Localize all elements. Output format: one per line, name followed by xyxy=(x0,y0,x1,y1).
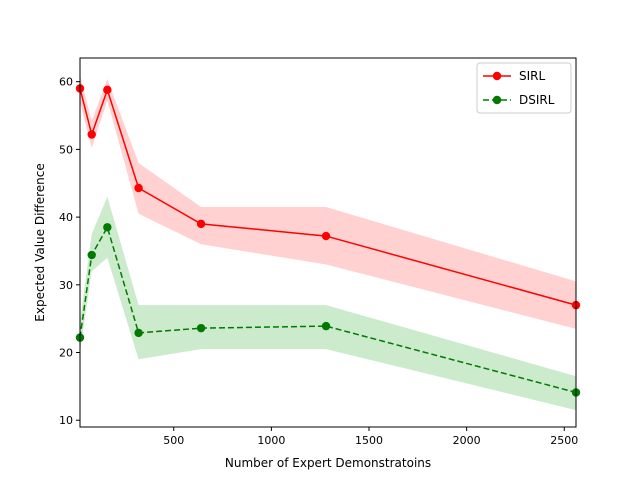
dsirl-point xyxy=(134,328,143,338)
y-tick-label: 20 xyxy=(59,347,73,360)
x-tick-label: 2000 xyxy=(453,434,481,447)
y-axis-label: Expected Value Difference xyxy=(33,163,47,321)
sirl-legend-marker xyxy=(492,71,502,81)
sirl-point xyxy=(196,219,206,229)
y-tick-label: 60 xyxy=(59,76,73,89)
y-tick-label: 30 xyxy=(59,279,73,292)
dsirl-point xyxy=(87,250,96,260)
legend: SIRL DSIRL xyxy=(476,62,572,114)
sirl-point xyxy=(134,183,143,193)
sirl-point xyxy=(87,130,96,139)
sirl-point xyxy=(103,85,112,95)
sirl-point xyxy=(321,231,331,241)
dsirl-point xyxy=(321,321,331,331)
dsirl-point xyxy=(103,223,112,232)
y-axis-ticks: 10 20 30 40 50 60 xyxy=(59,76,80,427)
y-tick-label: 50 xyxy=(59,143,73,156)
y-tick-label: 40 xyxy=(59,211,73,224)
plot-frame xyxy=(79,57,577,428)
x-tick-label: 500 xyxy=(163,434,184,447)
x-tick-label: 2500 xyxy=(550,434,578,447)
sirl-confidence-band xyxy=(80,74,576,329)
x-tick-label: 1000 xyxy=(257,434,285,447)
dsirl-legend-marker xyxy=(492,95,502,105)
dsirl-confidence-band xyxy=(80,196,576,411)
dsirl-legend-label: DSIRL xyxy=(519,93,555,107)
confidence-bands xyxy=(80,74,576,411)
x-axis-ticks: 500 1000 1500 2000 2500 xyxy=(163,427,578,447)
dsirl-point xyxy=(196,323,206,333)
x-tick-label: 1500 xyxy=(355,434,383,447)
x-axis-label: Number of Expert Demonstratoins xyxy=(225,456,431,470)
sirl-legend-label: SIRL xyxy=(519,69,545,83)
y-tick-label: 10 xyxy=(59,414,73,427)
